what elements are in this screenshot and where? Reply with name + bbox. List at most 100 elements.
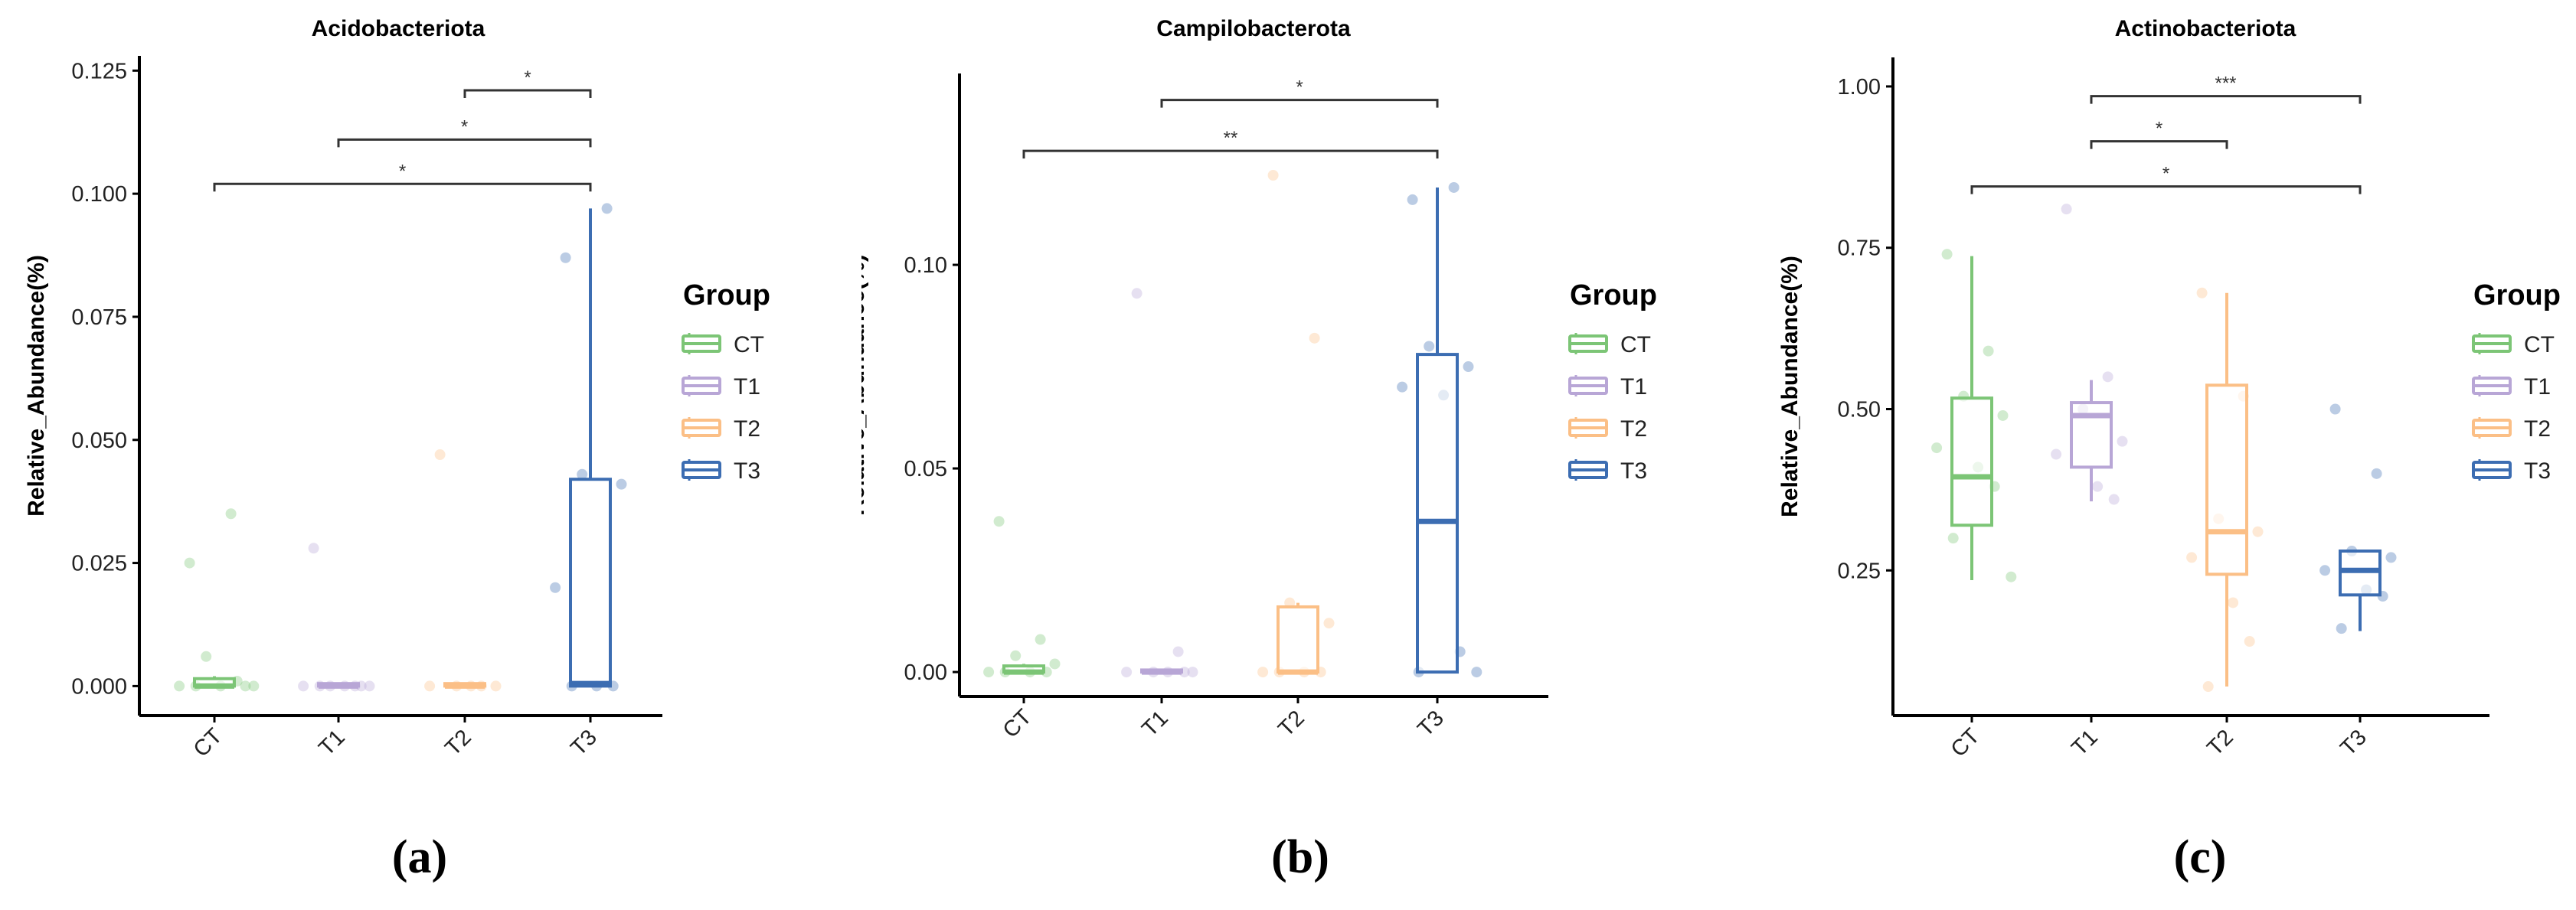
panel-caption-b: (b) (1271, 831, 1329, 883)
data-point (1947, 533, 1959, 544)
x-tick-label: T2 (2202, 725, 2238, 761)
data-point (2202, 681, 2214, 693)
x-tick-label: T3 (566, 725, 602, 761)
y-tick-label: 0.125 (71, 59, 127, 83)
significance-label: * (524, 67, 531, 88)
legend-label: T3 (1620, 458, 1647, 484)
data-point (490, 680, 502, 692)
data-point (184, 557, 195, 569)
y-tick-label: 1.00 (1838, 75, 1881, 99)
data-point (983, 667, 995, 678)
data-point (2385, 552, 2397, 563)
box-iqr (1950, 396, 1993, 527)
significance-label: * (399, 161, 406, 181)
data-point (2006, 571, 2017, 582)
y-tick-label: 0.000 (71, 674, 127, 699)
data-point (2371, 468, 2382, 479)
data-point (1010, 650, 1022, 661)
data-point (2186, 552, 2198, 563)
data-point (1121, 667, 1133, 678)
chart-panel-b: Campilobacterota Relative_Abundance(%) 0.0… (861, 0, 1711, 910)
chart-title: Acidobacteriota (312, 16, 485, 41)
legend-label: T3 (734, 458, 760, 484)
box-iqr (569, 478, 612, 688)
data-point (1463, 361, 1474, 373)
box-iqr (1416, 353, 1459, 674)
box-iqr (2205, 383, 2248, 576)
x-tick-label: CT (189, 723, 227, 762)
data-point (2092, 481, 2104, 492)
data-point (1471, 667, 1483, 678)
x-tick-label: T2 (1273, 706, 1309, 742)
box-iqr (1277, 605, 1319, 674)
data-point (2061, 204, 2072, 215)
legend-title: Group (1570, 279, 1657, 311)
y-tick-label: 0.25 (1838, 559, 1881, 583)
data-point (577, 468, 588, 480)
data-point (1257, 667, 1269, 678)
y-tick-label: 0.025 (71, 552, 127, 576)
legend-label: T1 (1620, 374, 1647, 400)
y-tick-label: 0.75 (1838, 236, 1881, 261)
y-tick-label: 0.50 (1838, 398, 1881, 422)
data-point (248, 680, 260, 692)
data-point (2244, 636, 2255, 647)
data-point (1997, 409, 2009, 421)
data-point (616, 478, 627, 490)
chart-title: Campilobacterota (1156, 16, 1351, 41)
x-tick-label: T1 (314, 725, 350, 761)
data-point (1448, 181, 1460, 193)
significance-bracket (1160, 99, 1439, 108)
data-point (308, 543, 319, 554)
data-point (993, 516, 1005, 527)
data-point (560, 252, 571, 263)
y-tick-label: 0.075 (71, 305, 127, 330)
legend-label: T1 (734, 374, 760, 400)
data-point (174, 680, 185, 692)
legend-label: T2 (1620, 416, 1647, 442)
data-point (1035, 634, 1046, 645)
x-tick-label: T1 (2067, 725, 2103, 761)
data-point (550, 582, 561, 593)
y-axis-label: Relative_Abundance(%) (1777, 256, 1803, 517)
y-tick-label: 0.00 (904, 660, 947, 685)
data-point (1407, 194, 1418, 205)
x-tick-label: T3 (2336, 725, 2372, 761)
data-point (1323, 618, 1335, 629)
legend-label: T1 (2524, 374, 2551, 400)
data-point (1309, 332, 1320, 344)
data-point (2252, 526, 2264, 537)
y-tick-label: 0.050 (71, 429, 127, 453)
boxplot-acidobacteriota: Acidobacteriota Relative_Abundance(%) 0.00… (24, 16, 770, 762)
chart-title: Actinobacteriota (2115, 16, 2296, 41)
data-point (2329, 403, 2341, 415)
chart-panel-a: Acidobacteriota Relative_Abundance(%) 0.00… (0, 0, 850, 910)
significance-bracket (463, 89, 592, 99)
chart-panel-c: Actinobacteriota Relative_Abundance(%) 0.2… (1715, 0, 2576, 910)
data-point (1049, 658, 1061, 670)
data-point (2108, 494, 2120, 505)
data-point (424, 680, 436, 692)
x-tick-label: T2 (440, 725, 476, 761)
data-point (225, 508, 237, 520)
data-point (1267, 170, 1279, 181)
data-point (201, 651, 212, 662)
data-point (1187, 667, 1198, 678)
y-axis-label: Relative_Abundance(%) (861, 254, 869, 516)
x-tick-label: CT (999, 704, 1037, 742)
data-point (298, 680, 309, 692)
y-axis-label: Relative_Abundance(%) (24, 255, 49, 517)
significance-bracket (2090, 95, 2362, 104)
data-point (1397, 381, 1408, 393)
boxplot-actinobacteriota: Actinobacteriota Relative_Abundance(%) 0.2… (1777, 16, 2561, 762)
boxplot-campilobacterota: Campilobacterota Relative_Abundance(%) 0.0… (861, 16, 1657, 743)
legend-label: CT (2524, 332, 2555, 357)
legend-label: CT (1620, 332, 1651, 357)
significance-label: * (2156, 119, 2162, 139)
significance-bracket (213, 182, 592, 192)
significance-bracket (1022, 149, 1439, 159)
data-point (601, 203, 613, 214)
data-point (240, 680, 251, 692)
significance-bracket (2090, 140, 2228, 149)
data-point (1172, 646, 1184, 657)
